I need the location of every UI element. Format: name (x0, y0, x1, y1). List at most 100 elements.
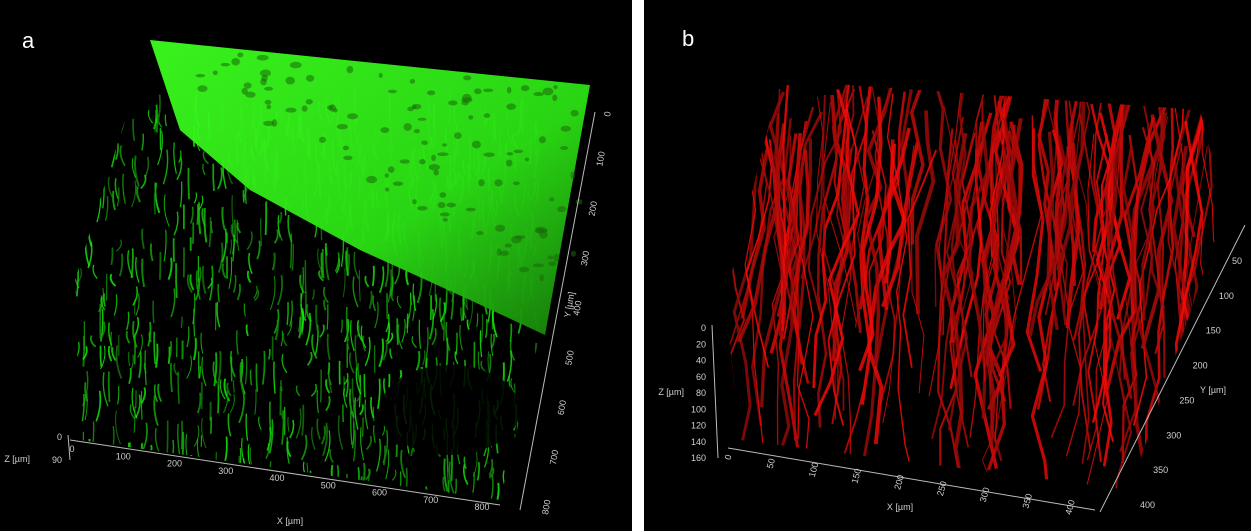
spot (417, 206, 428, 211)
fiber (152, 300, 155, 324)
spot (419, 159, 426, 165)
spot (413, 128, 420, 134)
fiber (382, 339, 388, 361)
surface-texture (195, 52, 583, 282)
fiber (310, 383, 318, 397)
fiber (488, 467, 495, 479)
green-surface (150, 40, 590, 335)
fiber (391, 469, 397, 481)
fiber (112, 190, 116, 211)
fiber (128, 368, 132, 385)
fiber (442, 476, 446, 492)
fiber (445, 293, 447, 306)
spot (514, 235, 526, 239)
fiber (346, 335, 350, 351)
fiber (459, 324, 463, 351)
fiber (209, 265, 214, 301)
spot (333, 108, 338, 113)
fiber (130, 354, 135, 370)
fiber (102, 372, 109, 407)
fiber (438, 297, 445, 331)
vessel (902, 149, 938, 368)
fiber (132, 286, 138, 306)
fiber (431, 328, 437, 346)
fiber (239, 362, 245, 395)
fiber (372, 406, 375, 422)
vessel (1098, 107, 1124, 310)
label: 300 (579, 250, 591, 267)
label: 50 (765, 457, 777, 469)
label: 400 (571, 300, 583, 317)
spot (476, 230, 484, 236)
vessel (1106, 89, 1132, 247)
label: 300 (218, 466, 233, 476)
fiber (301, 308, 307, 322)
label: 0 (701, 323, 706, 333)
fiber (236, 283, 241, 301)
fiber (154, 182, 161, 214)
y-axis-a (519, 111, 596, 511)
fiber (142, 422, 148, 451)
fiber (472, 472, 475, 493)
fiber (255, 363, 259, 392)
vessel (823, 81, 850, 411)
fiber (147, 109, 154, 124)
fiber (117, 386, 120, 405)
spot (336, 124, 348, 130)
vessel (1065, 146, 1084, 457)
vessel (1186, 145, 1208, 315)
label: 350 (1021, 492, 1035, 509)
spot (570, 109, 579, 117)
fiber (364, 275, 370, 288)
fiber (490, 333, 496, 349)
fiber (100, 296, 106, 311)
vessel (975, 121, 1007, 402)
fiber (357, 363, 361, 384)
fiber (133, 406, 136, 433)
spot (243, 82, 252, 89)
fiber (387, 269, 393, 303)
label: 500 (321, 480, 336, 490)
fiber (168, 341, 172, 360)
fiber (95, 390, 102, 422)
fiber (382, 445, 387, 466)
spot (426, 90, 436, 96)
fiber (443, 458, 449, 492)
fiber (463, 456, 467, 470)
fiber (173, 142, 177, 174)
fiber (140, 174, 147, 189)
spot (384, 173, 389, 178)
fiber (462, 464, 469, 485)
fiber (221, 228, 228, 263)
spot (439, 212, 450, 217)
label: 200 (1193, 361, 1208, 371)
z-axis-b (711, 324, 719, 459)
fiber (122, 173, 126, 204)
spot (212, 70, 218, 76)
spot (494, 224, 506, 232)
fiber (92, 264, 98, 280)
fiber (343, 388, 348, 408)
fiber (231, 195, 234, 229)
fiber (406, 313, 409, 329)
fiber (131, 157, 137, 178)
spot (570, 250, 577, 257)
vessel (1057, 121, 1075, 326)
spot (553, 253, 560, 262)
fiber (217, 351, 222, 385)
vessel (949, 148, 983, 389)
fiber (219, 379, 226, 400)
fiber (192, 293, 196, 325)
spot (539, 274, 545, 282)
fiber (90, 335, 97, 348)
fiber (232, 380, 235, 393)
fiber (276, 275, 283, 306)
fiber (228, 256, 233, 289)
fiber (82, 346, 88, 360)
vessel (770, 138, 813, 476)
fiber (352, 276, 359, 308)
spot (512, 181, 520, 186)
fiber (84, 382, 89, 402)
fiber (111, 347, 117, 362)
vessel (1078, 102, 1103, 450)
